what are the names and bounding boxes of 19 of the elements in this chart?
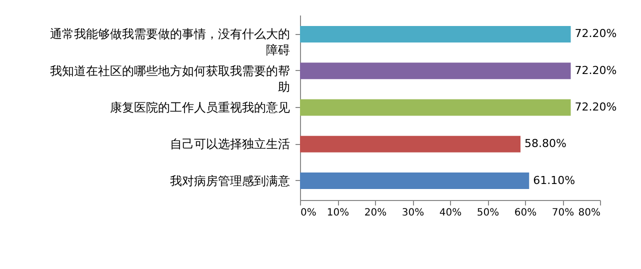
data-label: 72.20% <box>574 64 617 77</box>
x-tick-label: 60% <box>514 208 537 218</box>
x-tick-label: 0% <box>300 208 316 218</box>
y-tick-label: 我知道在社区的哪些地方如何获取我需要的帮助 <box>50 64 290 94</box>
data-label: 72.20% <box>574 27 617 40</box>
x-tick-label: 50% <box>476 208 500 218</box>
data-label: 58.80% <box>524 137 566 150</box>
y-tick-label: 康复医院的工作人员重视我的意见 <box>110 100 290 114</box>
x-tick-label: 20% <box>364 208 387 218</box>
x-tick-label: 40% <box>439 208 462 218</box>
x-tick-label: 30% <box>402 208 424 218</box>
y-tick-label: 通常我能够做我需要做的事情，没有什么大的障碍 <box>50 27 290 58</box>
data-label: 72.20% <box>574 100 617 114</box>
data-label: 61.10% <box>533 174 576 187</box>
y-tick-label: 自己可以选择独立生活 <box>170 137 290 152</box>
y-tick-label: 我对病房管理感到满意 <box>170 174 290 188</box>
x-tick-label: 80% <box>578 208 600 218</box>
x-tick-label: 10% <box>326 208 350 218</box>
x-tick-label: 70% <box>552 208 574 218</box>
